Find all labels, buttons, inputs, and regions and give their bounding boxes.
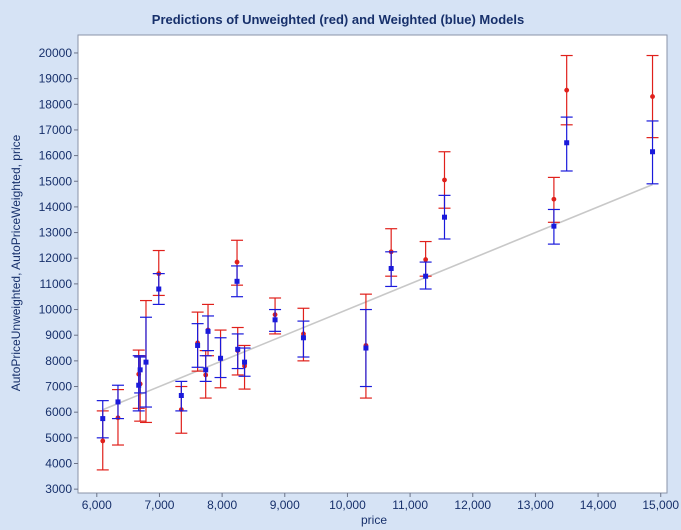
x-tick-label-4: 10,000 — [329, 498, 366, 512]
weighted-series — [96, 116, 659, 439]
unweighted-point-19 — [442, 177, 447, 183]
y-tick-label-5: 8000 — [45, 354, 72, 368]
y-tick-label-12: 15000 — [39, 174, 73, 188]
y-tick-label-0: 3000 — [45, 482, 72, 496]
x-tick-label-5: 11,000 — [392, 498, 428, 512]
x-tick-label-6: 12,000 — [454, 498, 491, 512]
x-tick-label-7: 13,000 — [517, 498, 554, 512]
unweighted-point-21 — [564, 87, 570, 93]
weighted-point-13 — [242, 359, 248, 365]
unweighted-point-18 — [423, 257, 429, 262]
unweighted-point-20 — [551, 196, 557, 202]
weighted-point-21 — [564, 140, 570, 146]
weighted-point-12 — [235, 346, 241, 352]
weighted-point-6 — [178, 392, 184, 398]
y-tick-label-7: 10000 — [39, 303, 73, 317]
weighted-point-3 — [137, 367, 143, 373]
y-axis: 3000 4000 5000 6000 7000 8000 9000 10000 11000 12… — [39, 46, 78, 496]
weighted-point-7 — [195, 342, 201, 348]
x-axis-label: price — [361, 513, 387, 527]
weighted-point-0 — [100, 416, 106, 422]
unweighted-point-22 — [650, 94, 655, 99]
chart-title: Predictions of Unweighted (red) and Weig… — [152, 12, 524, 27]
y-tick-label-4: 7000 — [45, 380, 72, 394]
weighted-point-2 — [136, 382, 142, 388]
y-tick-label-17: 20000 — [39, 46, 73, 60]
y-tick-label-15: 18000 — [39, 97, 73, 111]
weighted-point-10 — [218, 355, 224, 361]
y-tick-label-14: 17000 — [39, 123, 73, 137]
weighted-point-18 — [423, 273, 429, 279]
y-tick-label-11: 14000 — [39, 200, 73, 214]
weighted-point-8 — [203, 367, 209, 373]
plot-area — [77, 34, 668, 494]
identity-line-layer — [102, 183, 653, 411]
unweighted-point-11 — [234, 259, 240, 265]
y-tick-label-10: 13000 — [39, 226, 73, 240]
weighted-point-22 — [650, 149, 656, 155]
y-tick-label-3: 6000 — [45, 405, 72, 419]
y-tick-label-8: 11000 — [40, 277, 73, 291]
y-tick-label-6: 9000 — [45, 328, 72, 342]
weighted-point-11 — [234, 278, 240, 284]
weighted-point-4 — [143, 359, 149, 365]
weighted-point-16 — [363, 345, 369, 351]
unweighted-point-0 — [100, 438, 106, 444]
weighted-point-5 — [156, 286, 162, 292]
x-tick-label-9: 15,000 — [642, 498, 679, 512]
x-tick-label-8: 14,000 — [580, 498, 617, 512]
y-tick-label-13: 16000 — [39, 149, 73, 163]
weighted-point-1 — [115, 399, 121, 405]
x-tick-label-0: 6,000 — [82, 498, 112, 512]
weighted-point-20 — [551, 223, 557, 229]
y-tick-label-9: 12000 — [39, 251, 73, 265]
weighted-point-17 — [388, 265, 394, 271]
weighted-point-15 — [300, 335, 306, 341]
identity-line — [102, 183, 653, 411]
weighted-point-9 — [205, 328, 211, 334]
weighted-point-19 — [441, 214, 447, 220]
x-tick-label-2: 8,000 — [207, 498, 237, 512]
y-tick-label-16: 19000 — [39, 72, 73, 86]
x-axis: 6,000 7,000 8,000 9,000 10,000 11,000 12,000 13… — [82, 493, 679, 512]
y-tick-label-2: 5000 — [45, 431, 72, 445]
x-tick-label-1: 7,000 — [144, 498, 174, 512]
y-tick-label-1: 4000 — [45, 456, 72, 470]
weighted-point-14 — [272, 317, 278, 323]
y-axis-label: AutoPriceUnweighted, AutoPriceWeighted, … — [9, 134, 23, 391]
x-tick-label-3: 9,000 — [270, 498, 300, 512]
